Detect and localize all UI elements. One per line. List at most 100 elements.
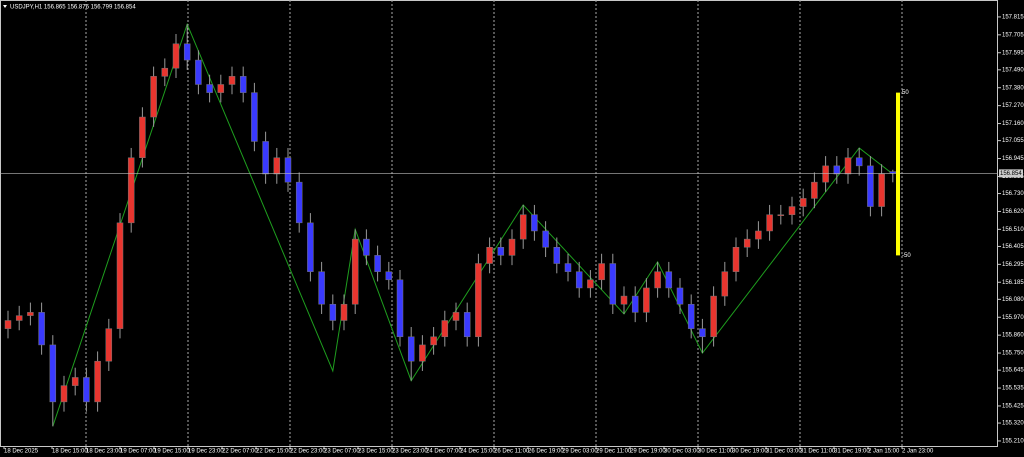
x-tick-label: 24 Dec 15:00 <box>460 449 496 455</box>
candle-body <box>508 238 516 256</box>
candle-body <box>475 263 482 338</box>
candle-body <box>620 295 628 305</box>
price-label: 156.854 <box>1000 171 1022 177</box>
candle-body <box>564 263 572 272</box>
gauge-bottom-label: -50 <box>902 253 911 259</box>
x-tick-label: 23 Dec 15:00 <box>358 449 394 455</box>
candle-body <box>542 230 549 248</box>
x-tick-label: 22 Dec 15:00 <box>256 449 292 455</box>
candle-body <box>844 157 852 175</box>
x-tick-label: 2 Jan 15:00 <box>868 449 900 455</box>
chart-title: USDJPY,H1 156.865 156.876 156.799 156.85… <box>10 5 136 11</box>
x-tick-label: 31 Dec 03:00 <box>766 449 802 455</box>
y-tick-label: 155.535 <box>1002 386 1024 392</box>
candle-body <box>699 328 706 338</box>
candle-body <box>519 214 527 240</box>
candle-body <box>105 328 113 362</box>
y-tick-label: 156.080 <box>1002 297 1024 303</box>
y-tick-label: 157.490 <box>1002 67 1024 73</box>
x-tick-label: 26 Dec 11:00 <box>494 449 530 455</box>
y-tick-label: 157.380 <box>1002 85 1024 91</box>
candle-body <box>396 279 404 338</box>
candle-body <box>228 76 236 85</box>
candle-body <box>195 59 202 85</box>
candle-body <box>609 263 617 305</box>
y-tick-label: 157.270 <box>1002 103 1024 109</box>
y-tick-label: 155.320 <box>1002 421 1024 427</box>
candle-body <box>654 271 661 289</box>
candle-body <box>878 173 885 207</box>
candle-body <box>452 312 460 321</box>
candle-body <box>441 320 449 338</box>
x-tick-label: 26 Dec 19:00 <box>528 449 564 455</box>
candle-body <box>598 263 605 281</box>
x-tick-label: 30 Dec 03:00 <box>664 449 700 455</box>
candle-body <box>217 84 225 93</box>
x-tick-label: 2 Jan 23:00 <box>902 449 934 455</box>
candle-body <box>531 214 538 232</box>
candle-body <box>822 165 829 183</box>
x-tick-label: 31 Dec 11:00 <box>800 449 836 455</box>
candle-body <box>329 303 337 321</box>
candle-body <box>385 271 393 281</box>
x-tick-label: 22 Dec 23:00 <box>290 449 326 455</box>
candle-body <box>172 43 180 69</box>
y-tick-label: 156.185 <box>1002 280 1024 286</box>
y-tick-label: 157.705 <box>1002 32 1024 38</box>
candle-body <box>643 287 650 313</box>
y-tick-label: 156.730 <box>1002 191 1024 197</box>
y-tick-label: 157.815 <box>1002 15 1024 21</box>
y-tick-label: 155.860 <box>1002 333 1024 339</box>
x-tick-label: 23 Dec 23:00 <box>392 449 428 455</box>
candle-body <box>27 312 34 316</box>
candle-body <box>766 214 773 232</box>
candle-body <box>867 165 874 207</box>
x-tick-label: 19 Dec 23:00 <box>188 449 224 455</box>
candle-body <box>553 247 561 264</box>
candle-body <box>811 181 818 199</box>
candle-body <box>732 247 740 272</box>
plot-frame <box>0 0 998 447</box>
candle-body <box>374 255 381 272</box>
candle-body <box>340 303 348 321</box>
candle-body <box>676 287 684 305</box>
candle-body <box>631 295 639 313</box>
x-tick-label: 19 Dec 07:00 <box>120 449 156 455</box>
y-tick-label: 157.160 <box>1002 121 1024 127</box>
x-tick-label: 30 Dec 11:00 <box>698 449 734 455</box>
y-tick-label: 155.645 <box>1002 368 1024 374</box>
candle-body <box>687 303 695 329</box>
candle-body <box>83 377 90 403</box>
candle-body <box>116 222 124 329</box>
candle-body <box>833 165 841 175</box>
y-tick-label: 156.510 <box>1002 227 1024 233</box>
x-tick-label: 29 Dec 19:00 <box>630 449 666 455</box>
y-tick-label: 157.055 <box>1002 138 1024 144</box>
candle-body <box>419 344 426 362</box>
candle-body <box>743 238 751 248</box>
candle-body <box>430 336 437 346</box>
candle-body <box>788 206 796 215</box>
y-tick-label: 157.595 <box>1002 50 1024 56</box>
x-tick-label: 29 Dec 11:00 <box>596 449 632 455</box>
candle-body <box>497 247 505 256</box>
candle-body <box>127 157 135 224</box>
y-tick-label: 156.620 <box>1002 209 1024 215</box>
y-tick-label: 156.945 <box>1002 156 1024 162</box>
x-tick-label: 24 Dec 07:00 <box>426 449 462 455</box>
candle-body <box>318 271 325 305</box>
gauge-top-label: 50 <box>902 90 909 96</box>
candle-body <box>407 336 415 362</box>
candle-body <box>755 230 762 240</box>
candle-body <box>60 385 68 403</box>
x-tick-label: 18 Dec 15:00 <box>52 449 88 455</box>
candle-body <box>273 157 281 175</box>
x-tick-label: 31 Dec 19:00 <box>834 449 870 455</box>
candle-body <box>206 84 213 93</box>
x-tick-label: 29 Dec 03:00 <box>562 449 598 455</box>
candle-body <box>307 222 314 272</box>
candle-body <box>139 116 146 158</box>
